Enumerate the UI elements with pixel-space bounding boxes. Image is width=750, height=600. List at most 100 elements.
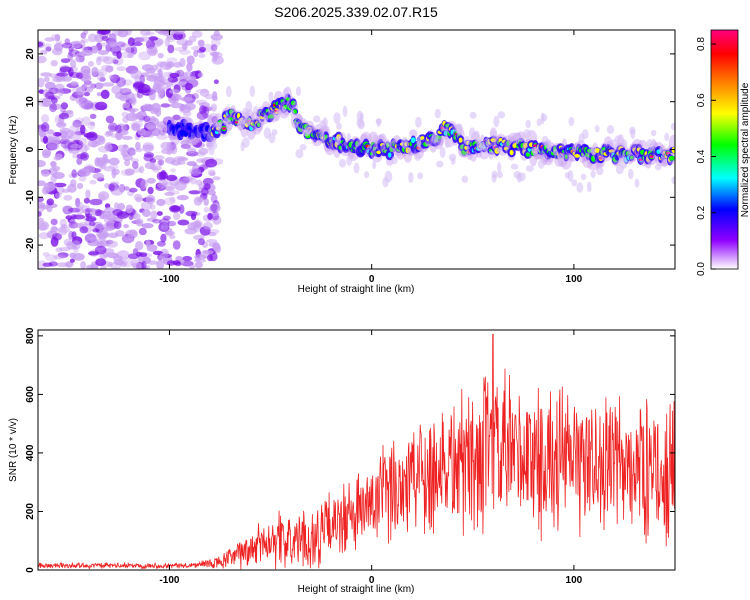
colorbar-tick-label: 0.4: [696, 149, 707, 163]
heatmap-faint-cell: [536, 118, 542, 127]
heatmap-faint-cell: [225, 85, 232, 98]
heatmap-faint-cell: [385, 138, 390, 147]
heatmap-noise-cell: [170, 102, 184, 109]
heatmap-noise-cell: [158, 222, 170, 232]
heatmap-core-cell: [494, 147, 500, 154]
spectrogram-heatmap: [38, 30, 675, 269]
heatmap-noise-cell: [160, 103, 171, 108]
heatmap-noise-cell: [38, 159, 46, 168]
heatmap-noise-cell: [59, 127, 71, 134]
heatmap-noise-cell: [133, 213, 141, 221]
heatmap-noise-cell: [170, 205, 180, 212]
heatmap-noise-cell: [197, 238, 205, 246]
heatmap-noise-cell: [113, 221, 122, 230]
colorbar-label: Normalized spectral amplitude: [740, 82, 750, 217]
heatmap-noise-cell: [50, 160, 57, 168]
heatmap-noise-cell: [139, 252, 148, 257]
heatmap-noise-cell: [201, 187, 209, 196]
heatmap-noise-cell: [92, 172, 105, 180]
heatmap-noise-cell: [40, 72, 52, 77]
heatmap-noise-cell: [135, 147, 143, 153]
heatmap-noise-cell: [138, 51, 152, 61]
heatmap-noise-cell: [114, 30, 121, 36]
y-tick-label: 400: [25, 444, 36, 461]
heatmap-noise-cell: [146, 260, 159, 265]
heatmap-noise-cell: [84, 84, 92, 89]
heatmap-noise-cell: [156, 134, 168, 140]
heatmap-noise-cell: [46, 183, 58, 189]
x-tick-label: 100: [566, 575, 583, 586]
heatmap-peak-cell: [649, 155, 654, 159]
heatmap-noise-cell: [120, 43, 132, 51]
heatmap-noise-cell: [89, 198, 103, 206]
snr-x-label: Height of straight line (km): [298, 584, 415, 595]
spectrogram-x-ticks: -100 0 100: [159, 30, 583, 285]
heatmap-noise-cell: [92, 228, 100, 233]
heatmap-noise-cell: [104, 143, 113, 152]
heatmap-noise-cell: [116, 66, 127, 72]
heatmap-core-cell: [564, 154, 568, 159]
heatmap-noise-cell: [38, 232, 50, 240]
heatmap-faint-cell: [595, 166, 604, 176]
heatmap-noise-cell: [111, 168, 117, 179]
spectrogram-x-label: Height of straight line (km): [298, 284, 415, 295]
heatmap-noise-cell: [172, 114, 181, 121]
heatmap-noise-cell: [207, 254, 214, 262]
heatmap-noise-cell: [207, 212, 213, 220]
heatmap-noise-cell: [50, 97, 58, 104]
heatmap-faint-cell: [576, 182, 584, 193]
heatmap-noise-cell: [91, 66, 99, 77]
heatmap-noise-cell: [96, 229, 109, 240]
heatmap-core-cell: [268, 114, 275, 119]
heatmap-noise-cell: [89, 121, 95, 126]
heatmap-faint-cell: [650, 129, 657, 137]
heatmap-faint-cell: [571, 179, 578, 187]
heatmap-noise-cell: [172, 260, 181, 265]
heatmap-noise-cell: [52, 132, 62, 137]
heatmap-noise-cell: [78, 175, 87, 182]
heatmap-noise-cell: [133, 37, 145, 43]
heatmap-noise-cell: [105, 130, 114, 136]
heatmap-faint-cell: [516, 173, 522, 183]
heatmap-noise-cell: [85, 189, 91, 199]
heatmap-core-cell: [671, 147, 675, 154]
heatmap-noise-cell: [95, 258, 107, 267]
heatmap-noise-cell: [197, 39, 205, 47]
heatmap-noise-cell: [156, 61, 167, 67]
heatmap-noise-cell: [161, 148, 174, 155]
heatmap-noise-cell: [42, 252, 50, 257]
heatmap-faint-cell: [476, 141, 483, 152]
heatmap-noise-cell: [148, 36, 159, 41]
heatmap-noise-cell: [53, 254, 66, 260]
heatmap-noise-cell: [138, 227, 147, 236]
heatmap-noise-cell: [164, 157, 176, 164]
heatmap-noise-cell: [71, 231, 77, 240]
heatmap-core-cell: [509, 149, 514, 156]
heatmap-noise-cell: [144, 162, 156, 170]
heatmap-noise-cell: [99, 42, 111, 47]
heatmap-faint-cell: [659, 146, 664, 154]
snr-frame: [37, 329, 676, 571]
snr-x-ticks: -100 0 100: [159, 330, 583, 586]
heatmap-noise-cell: [89, 179, 97, 185]
heatmap-noise-cell: [53, 191, 60, 199]
heatmap-noise-cell: [80, 38, 89, 43]
heatmap-noise-cell: [40, 223, 47, 231]
heatmap-noise-cell: [130, 69, 143, 80]
heatmap-faint-cell: [338, 158, 347, 168]
heatmap-noise-cell: [97, 145, 111, 153]
heatmap-noise-cell: [164, 37, 170, 47]
heatmap-noise-cell: [71, 169, 77, 178]
y-tick-label: 600: [25, 386, 36, 403]
heatmap-noise-cell: [69, 258, 75, 263]
heatmap-noise-cell: [108, 74, 114, 80]
heatmap-noise-cell: [76, 153, 88, 159]
heatmap-noise-cell: [196, 111, 208, 120]
heatmap-faint-cell: [245, 101, 253, 113]
heatmap-core-cell: [388, 152, 392, 158]
heatmap-noise-cell: [180, 144, 191, 149]
heatmap-faint-cell: [295, 149, 304, 159]
heatmap-core-cell: [376, 150, 382, 154]
heatmap-noise-cell: [162, 30, 170, 37]
heatmap-noise-cell: [159, 92, 165, 99]
